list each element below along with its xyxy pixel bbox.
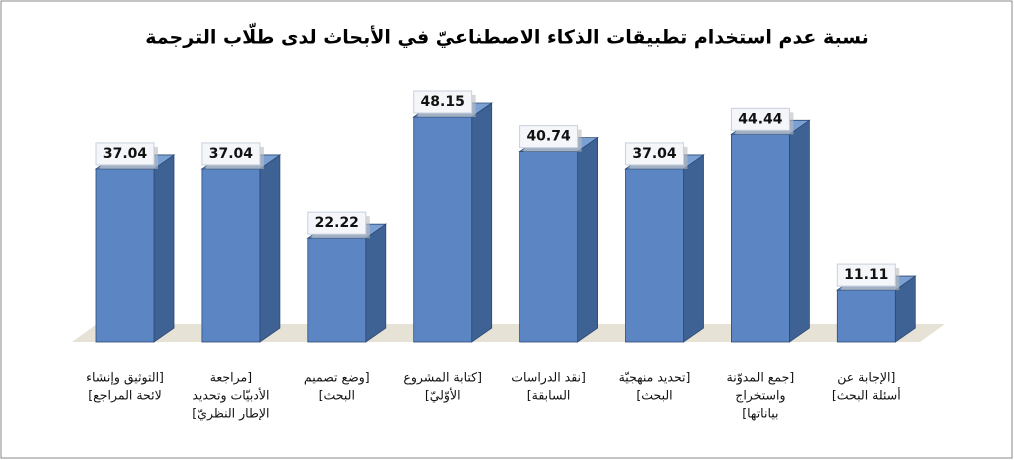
value-label-box xyxy=(413,90,473,114)
floor xyxy=(72,324,945,342)
value-label-box xyxy=(730,107,790,131)
bar xyxy=(625,168,684,343)
value-label: 37.04 xyxy=(632,146,677,162)
value-label: 48.15 xyxy=(421,94,465,110)
x-tick-label: الأوّليّ] xyxy=(425,388,461,404)
chart-title: نسبة عدم استخدام تطبيقات الذكاء الاصطناع… xyxy=(145,23,869,48)
value-label: 40.74 xyxy=(526,129,571,145)
bar xyxy=(95,168,155,343)
bar-side xyxy=(471,102,493,343)
value-label-box xyxy=(625,142,684,166)
x-tick-label: [الإجابة عن xyxy=(837,370,895,386)
value-label: 37.04 xyxy=(209,146,254,162)
x-tick-label: لائحة المراجع] xyxy=(88,388,162,404)
x-tick-label: الأدبيّات وتحديد xyxy=(192,388,269,404)
x-tick-label: الإطار النظريّ] xyxy=(192,406,269,422)
x-tick-label: أسئلة البحث] xyxy=(832,387,901,403)
bar xyxy=(519,151,578,343)
value-label: 37.04 xyxy=(103,146,148,162)
x-tick-label: واستخراج xyxy=(735,388,785,404)
bar xyxy=(307,237,367,343)
bar xyxy=(201,168,261,343)
bar xyxy=(731,133,790,343)
bar-side xyxy=(153,154,175,343)
x-tick-label: بياناتها] xyxy=(742,406,778,422)
bar xyxy=(413,116,473,343)
value-label: 44.44 xyxy=(738,111,783,127)
x-tick-label: [كتابة المشروع xyxy=(403,370,482,386)
value-label-box xyxy=(307,211,367,235)
x-tick-label: البحث] xyxy=(319,388,355,403)
bar xyxy=(836,289,896,343)
bar-side xyxy=(789,119,810,343)
value-label-box xyxy=(201,142,261,166)
value-label-box xyxy=(95,142,155,166)
x-tick-label: السابقة] xyxy=(527,388,571,403)
value-label-box xyxy=(519,125,579,149)
x-tick-label: [مراجعة xyxy=(210,370,252,386)
value-label: 11.11 xyxy=(844,267,888,283)
bar-side xyxy=(259,154,281,343)
x-tick-label: [جمع المدوّنة xyxy=(727,370,795,386)
x-tick-label: [نقد الدراسات xyxy=(511,370,586,386)
value-label-box xyxy=(836,263,896,287)
x-tick-label: [التوثيق وإنشاء xyxy=(86,370,164,386)
bar-side xyxy=(577,136,598,343)
x-tick-label: البحث] xyxy=(636,388,672,403)
x-tick-label: [تحديد منهجيّة xyxy=(619,370,691,386)
value-label: 22.22 xyxy=(315,215,359,231)
x-tick-label: [وضع تصميم xyxy=(304,370,370,386)
bar-side xyxy=(365,223,387,343)
bar-side xyxy=(683,154,704,343)
